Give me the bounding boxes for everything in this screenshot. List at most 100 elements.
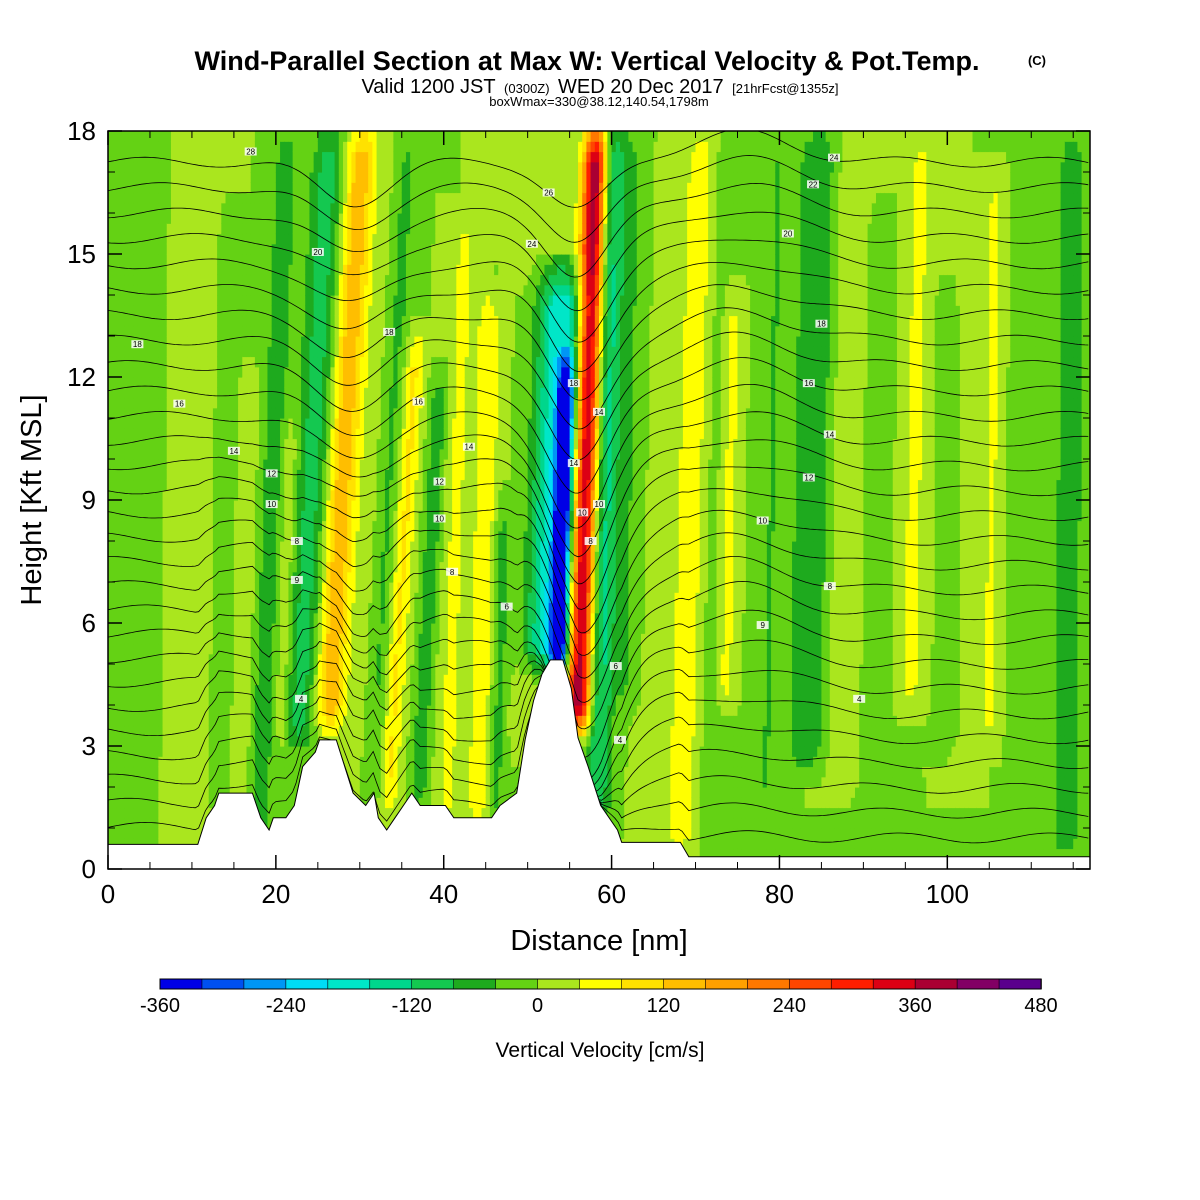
w-cell: [305, 561, 311, 573]
w-cell: [330, 571, 336, 583]
w-cell: [280, 202, 285, 214]
w-cell: [154, 397, 159, 409]
w-cell: [301, 633, 306, 645]
w-cell: [347, 397, 353, 409]
w-cell: [267, 643, 273, 655]
w-cell: [313, 356, 319, 368]
w-cell: [116, 643, 122, 655]
w-cell: [259, 325, 264, 337]
w-cell: [145, 633, 151, 645]
w-cell: [175, 817, 180, 829]
w-cell: [376, 479, 382, 491]
w-cell: [170, 438, 176, 450]
w-cell: [246, 264, 252, 276]
w-cell: [271, 346, 277, 358]
w-cell: [208, 387, 214, 399]
w-cell: [334, 653, 340, 665]
w-cell: [250, 735, 256, 747]
w-cell: [267, 705, 273, 716]
w-cell: [108, 284, 113, 296]
w-cell: [254, 592, 260, 604]
w-cell: [397, 694, 403, 706]
w-cell: [296, 592, 302, 604]
w-cell: [128, 397, 134, 409]
w-cell: [355, 735, 361, 747]
w-cell: [128, 520, 134, 532]
w-cell: [305, 418, 311, 429]
w-cell: [225, 715, 231, 727]
w-cell: [267, 776, 273, 788]
w-cell: [338, 530, 344, 542]
w-cell: [229, 202, 235, 214]
w-cell: [137, 776, 143, 788]
w-cell: [204, 787, 210, 798]
w-cell: [250, 602, 256, 614]
w-cell: [170, 172, 176, 183]
w-cell: [187, 787, 193, 798]
w-cell: [225, 705, 231, 716]
w-cell: [120, 366, 126, 378]
w-cell: [254, 213, 260, 224]
w-cell: [259, 725, 264, 737]
w-cell: [280, 305, 285, 317]
w-cell: [154, 315, 159, 327]
w-cell: [120, 161, 126, 173]
w-cell: [275, 746, 281, 757]
w-cell: [372, 223, 378, 235]
w-cell: [384, 366, 390, 378]
w-cell: [372, 182, 378, 194]
w-cell: [263, 551, 269, 563]
w-cell: [288, 602, 294, 614]
w-cell: [275, 448, 281, 460]
w-cell: [145, 694, 151, 706]
w-cell: [376, 643, 382, 655]
w-cell: [322, 141, 327, 153]
w-cell: [309, 510, 315, 522]
w-cell: [368, 315, 373, 327]
w-cell: [242, 530, 248, 542]
w-cell: [133, 346, 138, 358]
w-cell: [120, 141, 126, 153]
w-cell: [108, 674, 113, 686]
w-cell: [322, 715, 327, 727]
w-cell: [296, 438, 302, 450]
w-cell: [217, 459, 222, 470]
w-cell: [393, 264, 399, 276]
w-cell: [393, 643, 399, 655]
w-cell: [313, 469, 319, 481]
w-cell: [196, 315, 201, 327]
w-cell: [313, 223, 319, 235]
w-cell: [351, 397, 357, 409]
w-cell: [191, 602, 197, 614]
w-cell: [196, 243, 201, 255]
w-cell: [162, 325, 168, 337]
w-cell: [200, 715, 206, 727]
w-cell: [359, 346, 365, 358]
w-cell: [149, 520, 155, 532]
w-cell: [120, 469, 126, 481]
w-cell: [376, 315, 382, 327]
w-cell: [154, 551, 159, 563]
w-cell: [133, 797, 138, 809]
w-cell: [384, 233, 390, 245]
w-cell: [355, 356, 361, 368]
w-cell: [263, 715, 269, 727]
w-cell: [204, 633, 210, 645]
w-cell: [368, 500, 373, 511]
w-cell: [120, 264, 126, 276]
w-cell: [187, 479, 193, 491]
w-cell: [217, 489, 222, 501]
w-cell: [326, 161, 332, 173]
w-cell: [217, 715, 222, 727]
w-cell: [233, 643, 239, 655]
w-cell: [389, 561, 394, 573]
w-cell: [145, 438, 151, 450]
w-cell: [179, 233, 185, 245]
w-cell: [187, 489, 193, 501]
w-cell: [359, 623, 365, 634]
w-cell: [124, 520, 130, 532]
w-cell: [145, 489, 151, 501]
w-cell: [191, 172, 197, 183]
w-cell: [158, 828, 164, 839]
w-cell: [363, 325, 369, 337]
